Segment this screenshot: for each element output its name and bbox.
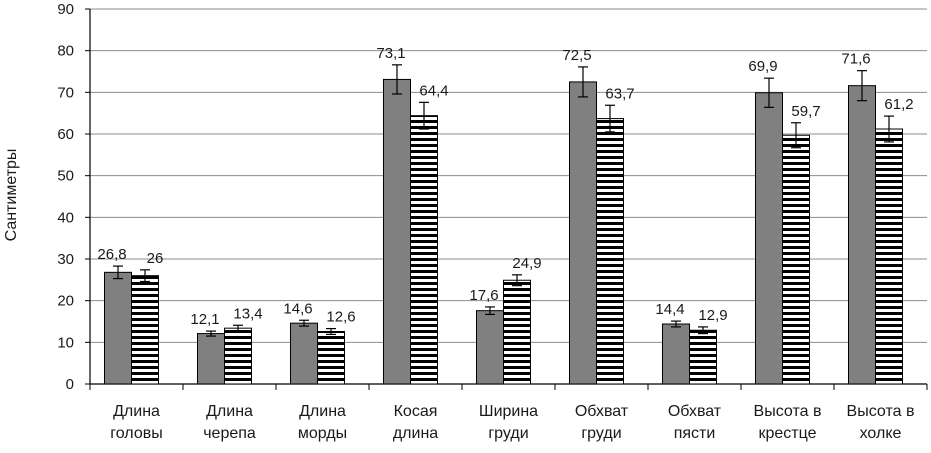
- data-label: 61,2: [884, 96, 913, 113]
- data-label: 72,5: [562, 47, 591, 64]
- x-tick-label-line: Обхват: [575, 403, 629, 420]
- data-label: 12,1: [190, 311, 219, 328]
- x-tick-label-line: Длина: [113, 403, 160, 420]
- x-tick-label: Длина головы: [110, 403, 162, 442]
- data-label: 24,9: [512, 255, 541, 272]
- data-label: 17,6: [469, 287, 498, 304]
- x-tick-label: Косая длина: [393, 403, 438, 442]
- data-label: 63,7: [605, 85, 634, 102]
- y-tick-label: 20: [57, 293, 74, 310]
- data-label: 12,9: [698, 307, 727, 324]
- data-label: 14,6: [283, 300, 312, 317]
- y-tick-label: 80: [57, 43, 74, 60]
- bar: [875, 128, 903, 385]
- y-tick-label: 10: [57, 334, 74, 351]
- bar: [197, 333, 225, 385]
- bar: [755, 92, 783, 385]
- x-tick-label-line: головы: [110, 425, 162, 442]
- data-label: 12,6: [326, 309, 355, 326]
- x-tick-label-line: крестце: [758, 425, 816, 442]
- bar: [689, 329, 717, 385]
- x-tick-label: Высота в крестце: [754, 403, 822, 442]
- bar: [224, 327, 252, 385]
- x-tick-label: Обхват пясти: [668, 403, 722, 442]
- x-tick-label-line: Высота в: [754, 403, 822, 420]
- x-tick-label: Длина морды: [298, 403, 347, 442]
- y-tick-label: 70: [57, 84, 74, 101]
- data-label: 64,4: [419, 82, 448, 99]
- x-tick-label-line: Высота в: [847, 403, 915, 420]
- bar: [317, 331, 345, 385]
- bar: [503, 279, 531, 385]
- bar: [104, 271, 132, 385]
- data-label: 69,9: [748, 58, 777, 75]
- x-tick-label-line: Длина: [299, 403, 346, 420]
- bar: [662, 323, 690, 385]
- x-tick-label-line: Обхват: [668, 403, 722, 420]
- x-tick-label: Высота в холке: [847, 403, 915, 442]
- x-tick-label-line: Косая: [394, 403, 438, 420]
- bar: [476, 310, 504, 385]
- y-tick-label: 40: [57, 209, 74, 226]
- y-tick-label: 60: [57, 126, 74, 143]
- bar: [569, 81, 597, 385]
- y-tick-label: 30: [57, 251, 74, 268]
- data-label: 13,4: [233, 305, 262, 322]
- data-label: 73,1: [376, 45, 405, 62]
- data-label: 71,6: [841, 51, 870, 68]
- x-tick-label-line: Длина: [206, 403, 253, 420]
- data-label: 26,8: [97, 246, 126, 263]
- bar: [782, 134, 810, 385]
- x-tick-label: Ширина груди: [479, 403, 538, 442]
- bar: [410, 115, 438, 385]
- x-tick-label-line: длина: [393, 425, 438, 442]
- x-tick-label-line: холке: [860, 425, 902, 442]
- bar: [290, 322, 318, 385]
- y-tick-label: 50: [57, 168, 74, 185]
- x-tick-label-line: груди: [581, 425, 621, 442]
- data-label: 14,4: [655, 301, 684, 318]
- bar: [596, 118, 624, 385]
- x-tick-label-line: морды: [298, 425, 347, 442]
- x-tick-label-line: пясти: [674, 425, 716, 442]
- x-tick-label: Обхват груди: [575, 403, 629, 442]
- bar: [131, 275, 159, 385]
- y-tick-label: 0: [66, 376, 74, 393]
- data-label: 59,7: [791, 103, 820, 120]
- x-tick-label-line: черепа: [203, 425, 256, 442]
- y-tick-label: 90: [57, 1, 74, 18]
- x-tick-label-line: Ширина: [479, 403, 538, 420]
- x-tick-label: Длина черепа: [203, 403, 256, 442]
- data-label: 26: [147, 250, 164, 267]
- bar: [383, 78, 411, 385]
- y-axis-title: Сантиметры: [3, 149, 20, 242]
- x-tick-label-line: груди: [488, 425, 528, 442]
- bar: [848, 85, 876, 385]
